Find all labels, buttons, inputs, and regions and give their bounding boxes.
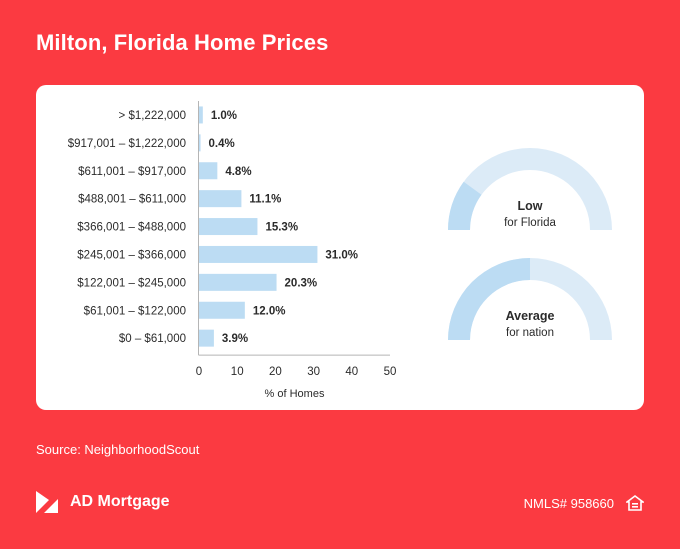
nmls-block: NMLS# 958660: [524, 495, 644, 511]
florida-gauge-sublabel: for Florida: [504, 217, 556, 229]
x-tick-label: 50: [384, 366, 397, 378]
page-title: Milton, Florida Home Prices: [36, 30, 329, 55]
chart-card: % of Homes > $1,222,000 1.0% $917,001 – $1…: [36, 85, 644, 410]
bar: [199, 162, 218, 180]
bar: [199, 190, 242, 208]
bar: [199, 218, 258, 236]
category-label: > $1,222,000: [119, 110, 186, 122]
bar-value-label: 4.8%: [225, 166, 251, 178]
category-label: $245,001 – $366,000: [77, 249, 186, 261]
bar: [199, 301, 245, 319]
x-tick-label: 40: [345, 366, 358, 378]
bar-value-label: 12.0%: [253, 305, 286, 317]
category-label: $61,001 – $122,000: [84, 305, 186, 317]
home-price-chart: % of Homes > $1,222,000 1.0% $917,001 – $1…: [68, 101, 612, 400]
ad-mortgage-logo-icon: [36, 491, 58, 513]
category-label: $611,001 – $917,000: [78, 166, 186, 178]
florida-gauge-label: Low: [518, 199, 543, 213]
nation-gauge-sublabel: for nation: [506, 327, 554, 339]
equal-housing-icon: [626, 495, 644, 511]
bar-value-label: 11.1%: [249, 194, 281, 206]
florida-gauge-track: [448, 148, 612, 230]
bar: [199, 106, 203, 124]
bar-value-label: 3.9%: [222, 333, 248, 345]
category-label: $0 – $61,000: [119, 333, 186, 345]
category-label: $366,001 – $488,000: [77, 222, 186, 234]
x-tick-label: 30: [307, 366, 320, 378]
bar: [199, 134, 201, 152]
bar: [199, 245, 318, 263]
x-axis-label: % of Homes: [265, 388, 325, 400]
brand: AD Mortgage: [36, 489, 170, 515]
florida-gauge-fill: [448, 181, 482, 230]
category-label: $488,001 – $611,000: [78, 194, 186, 206]
nation-gauge-fill: [448, 258, 530, 340]
brand-name: AD Mortgage: [70, 493, 170, 510]
bar-value-label: 20.3%: [285, 277, 318, 289]
nation-gauge-label: Average: [506, 309, 555, 323]
bar: [199, 329, 214, 347]
x-tick-label: 0: [196, 366, 202, 378]
nmls-number: NMLS# 958660: [523, 495, 614, 511]
category-label: $122,001 – $245,000: [77, 277, 186, 289]
bar-value-label: 0.4%: [209, 138, 235, 150]
category-label: $917,001 – $1,222,000: [68, 138, 186, 150]
x-tick-label: 10: [231, 366, 244, 378]
source-note: Source: NeighborhoodScout: [36, 442, 200, 457]
bar-value-label: 15.3%: [265, 222, 298, 234]
x-tick-label: 20: [269, 366, 282, 378]
bar: [199, 273, 277, 291]
bar-value-label: 31.0%: [325, 249, 358, 261]
bar-value-label: 1.0%: [211, 110, 237, 122]
